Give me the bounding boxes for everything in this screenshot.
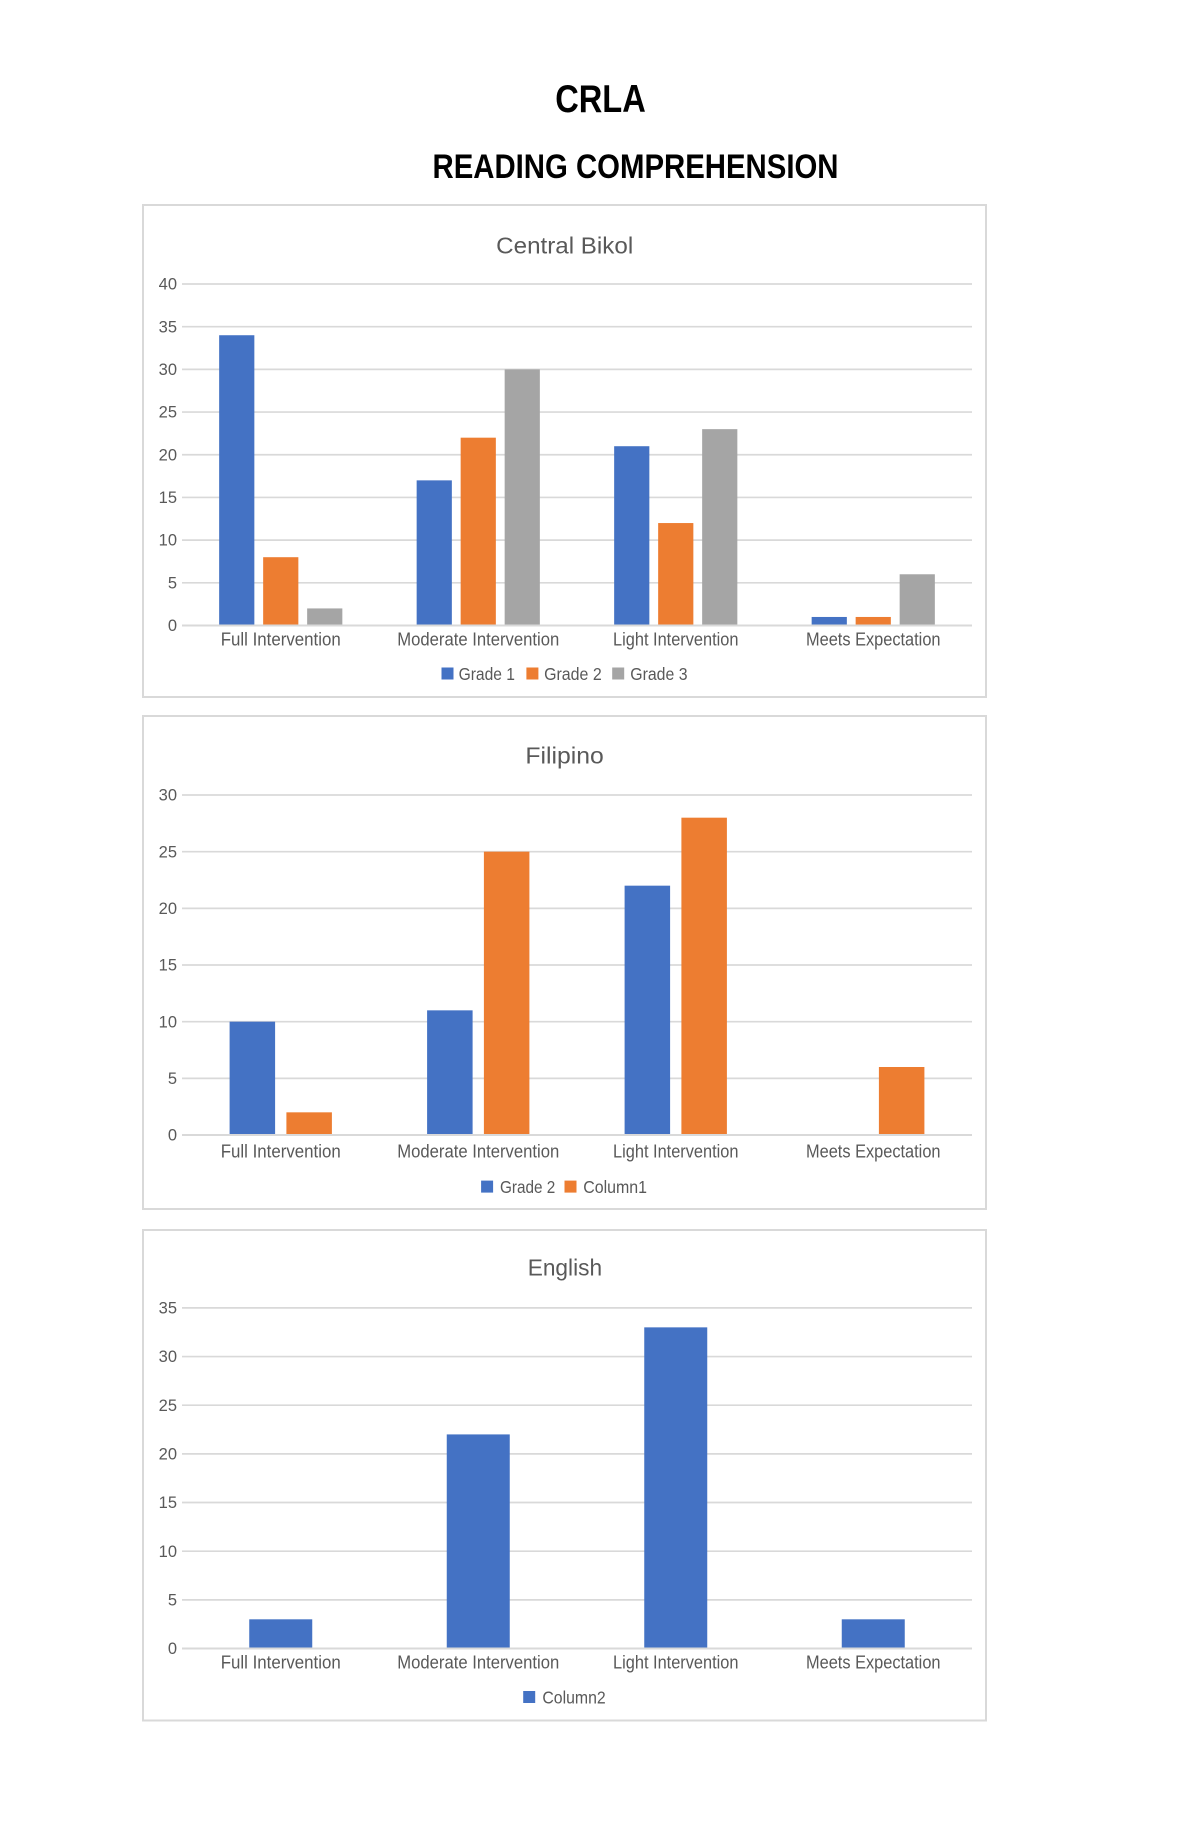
svg-text:Grade 3: Grade 3 [630, 664, 687, 684]
svg-text:5: 5 [168, 574, 177, 592]
svg-text:Full Intervention: Full Intervention [221, 1652, 341, 1672]
svg-text:Meets Expectation: Meets Expectation [806, 1652, 941, 1672]
svg-text:0: 0 [168, 1640, 177, 1658]
svg-text:30: 30 [159, 361, 177, 379]
svg-text:Meets Expectation: Meets Expectation [806, 1142, 941, 1162]
svg-text:25: 25 [159, 1397, 177, 1415]
svg-text:20: 20 [159, 446, 177, 464]
svg-text:10: 10 [159, 1013, 177, 1031]
svg-text:Grade 1: Grade 1 [459, 664, 515, 684]
svg-text:Meets Expectation: Meets Expectation [806, 629, 941, 649]
svg-text:Central Bikol: Central Bikol [496, 232, 633, 258]
svg-text:30: 30 [159, 787, 177, 805]
svg-text:35: 35 [159, 318, 177, 336]
svg-text:20: 20 [159, 900, 177, 918]
svg-text:30: 30 [159, 1348, 177, 1366]
svg-text:Full Intervention: Full Intervention [221, 629, 341, 649]
svg-text:Column1: Column1 [583, 1177, 647, 1197]
svg-text:15: 15 [159, 1494, 177, 1512]
svg-text:0: 0 [168, 617, 177, 635]
svg-text:0: 0 [168, 1127, 177, 1145]
svg-text:10: 10 [159, 1543, 177, 1561]
svg-text:Moderate Intervention: Moderate Intervention [397, 1142, 559, 1162]
svg-text:15: 15 [159, 489, 177, 507]
svg-text:Grade 2: Grade 2 [500, 1177, 555, 1197]
svg-text:Light Intervention: Light Intervention [613, 1142, 738, 1162]
svg-text:Grade 2: Grade 2 [544, 664, 602, 684]
svg-text:Moderate Intervention: Moderate Intervention [397, 1652, 559, 1672]
svg-text:10: 10 [159, 532, 177, 550]
svg-text:English: English [528, 1255, 602, 1281]
svg-text:15: 15 [159, 957, 177, 975]
svg-text:5: 5 [168, 1070, 177, 1088]
svg-text:5: 5 [168, 1591, 177, 1609]
svg-text:Column2: Column2 [542, 1687, 605, 1707]
svg-text:35: 35 [159, 1300, 177, 1318]
svg-text:READING COMPREHENSION: READING COMPREHENSION [433, 148, 839, 186]
svg-text:Full Intervention: Full Intervention [221, 1142, 341, 1162]
svg-text:25: 25 [159, 843, 177, 861]
svg-text:CRLA: CRLA [555, 78, 646, 121]
svg-text:25: 25 [159, 404, 177, 422]
svg-text:40: 40 [159, 276, 177, 294]
svg-text:Filipino: Filipino [525, 743, 603, 769]
svg-text:Light Intervention: Light Intervention [613, 629, 738, 649]
svg-text:Moderate Intervention: Moderate Intervention [397, 629, 559, 649]
svg-text:20: 20 [159, 1445, 177, 1463]
svg-text:Light Intervention: Light Intervention [613, 1652, 738, 1672]
